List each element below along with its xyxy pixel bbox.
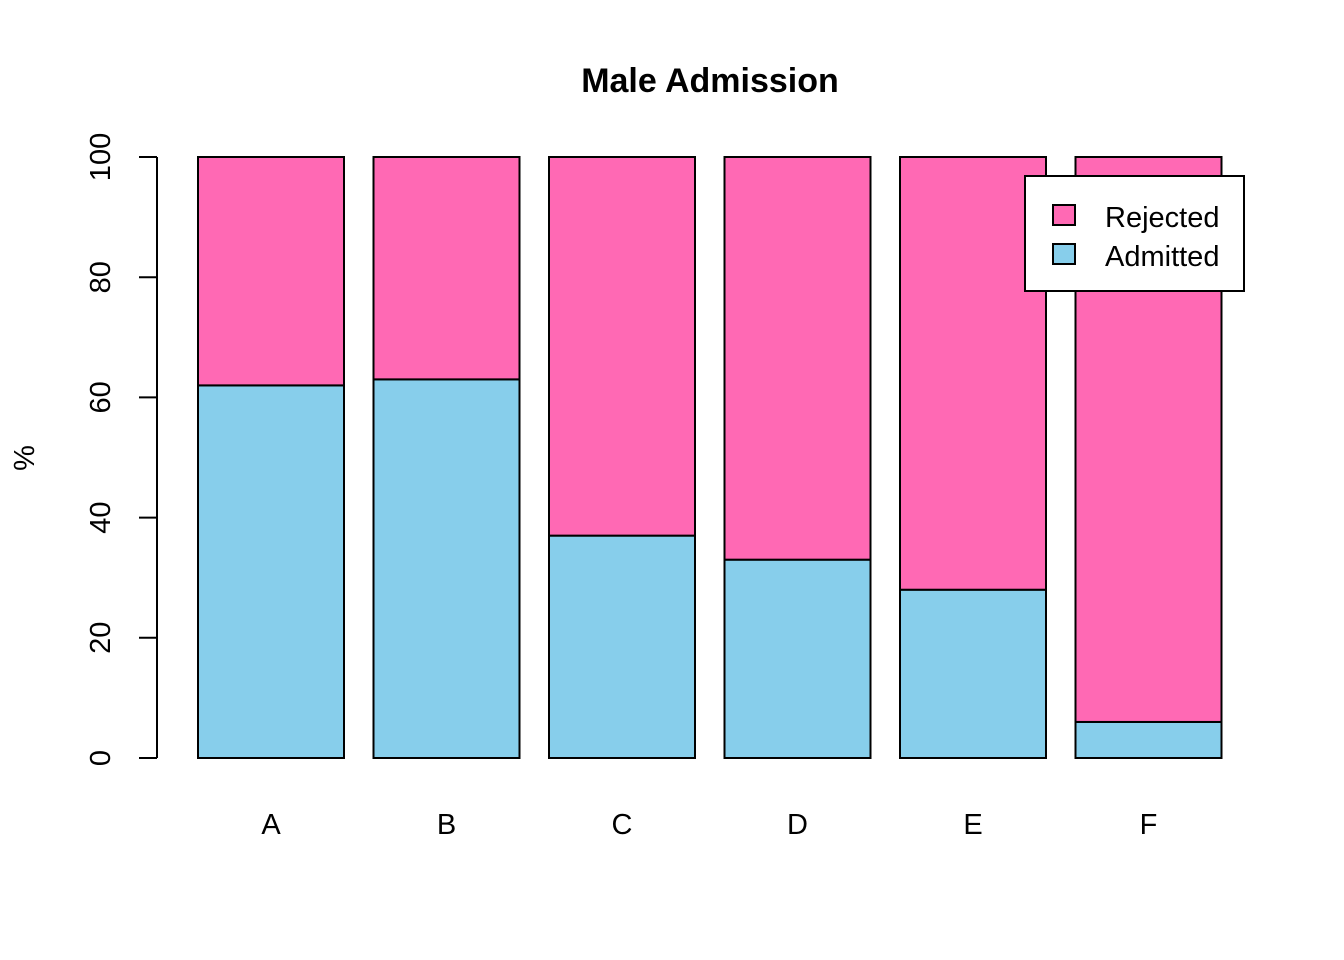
legend-label-admitted: Admitted bbox=[1105, 241, 1219, 273]
bar-rejected-c bbox=[548, 156, 696, 537]
legend: Rejected Admitted bbox=[1024, 175, 1245, 292]
bar-rejected-d bbox=[723, 156, 872, 561]
y-axis-label: % bbox=[9, 445, 41, 471]
x-tick-label: A bbox=[261, 809, 281, 841]
y-tick-label: 0 bbox=[85, 750, 117, 766]
y-tick-label: 20 bbox=[85, 622, 117, 654]
y-tick-label: 80 bbox=[85, 261, 117, 293]
bar-rejected-a bbox=[197, 156, 345, 387]
y-tick-label: 60 bbox=[85, 381, 117, 413]
y-axis: 0 20 40 60 80 100 bbox=[85, 133, 158, 766]
bars bbox=[197, 156, 1223, 760]
x-tick-labels: A B C D E F bbox=[261, 809, 1157, 841]
bar-admitted-b bbox=[372, 378, 521, 759]
chart-title: Male Admission bbox=[581, 62, 839, 100]
legend-label-rejected: Rejected bbox=[1105, 202, 1219, 234]
bar-admitted-d bbox=[723, 558, 872, 759]
x-tick-label: F bbox=[1140, 809, 1158, 841]
x-tick-label: D bbox=[787, 809, 808, 841]
x-tick-label: E bbox=[963, 809, 982, 841]
y-tick-label: 100 bbox=[85, 133, 117, 181]
bar-admitted-a bbox=[197, 384, 345, 759]
y-tick-label: 40 bbox=[85, 501, 117, 533]
legend-box bbox=[1024, 175, 1245, 292]
bar-admitted-c bbox=[548, 534, 696, 759]
x-tick-label: B bbox=[437, 809, 456, 841]
x-tick-label: C bbox=[612, 809, 633, 841]
bar-rejected-b bbox=[372, 156, 521, 381]
legend-swatch-admitted bbox=[1052, 243, 1076, 265]
bar-admitted-e bbox=[899, 588, 1047, 759]
legend-swatch-rejected bbox=[1052, 204, 1076, 226]
bar-rejected-e bbox=[899, 156, 1047, 591]
bar-admitted-f bbox=[1074, 720, 1223, 760]
